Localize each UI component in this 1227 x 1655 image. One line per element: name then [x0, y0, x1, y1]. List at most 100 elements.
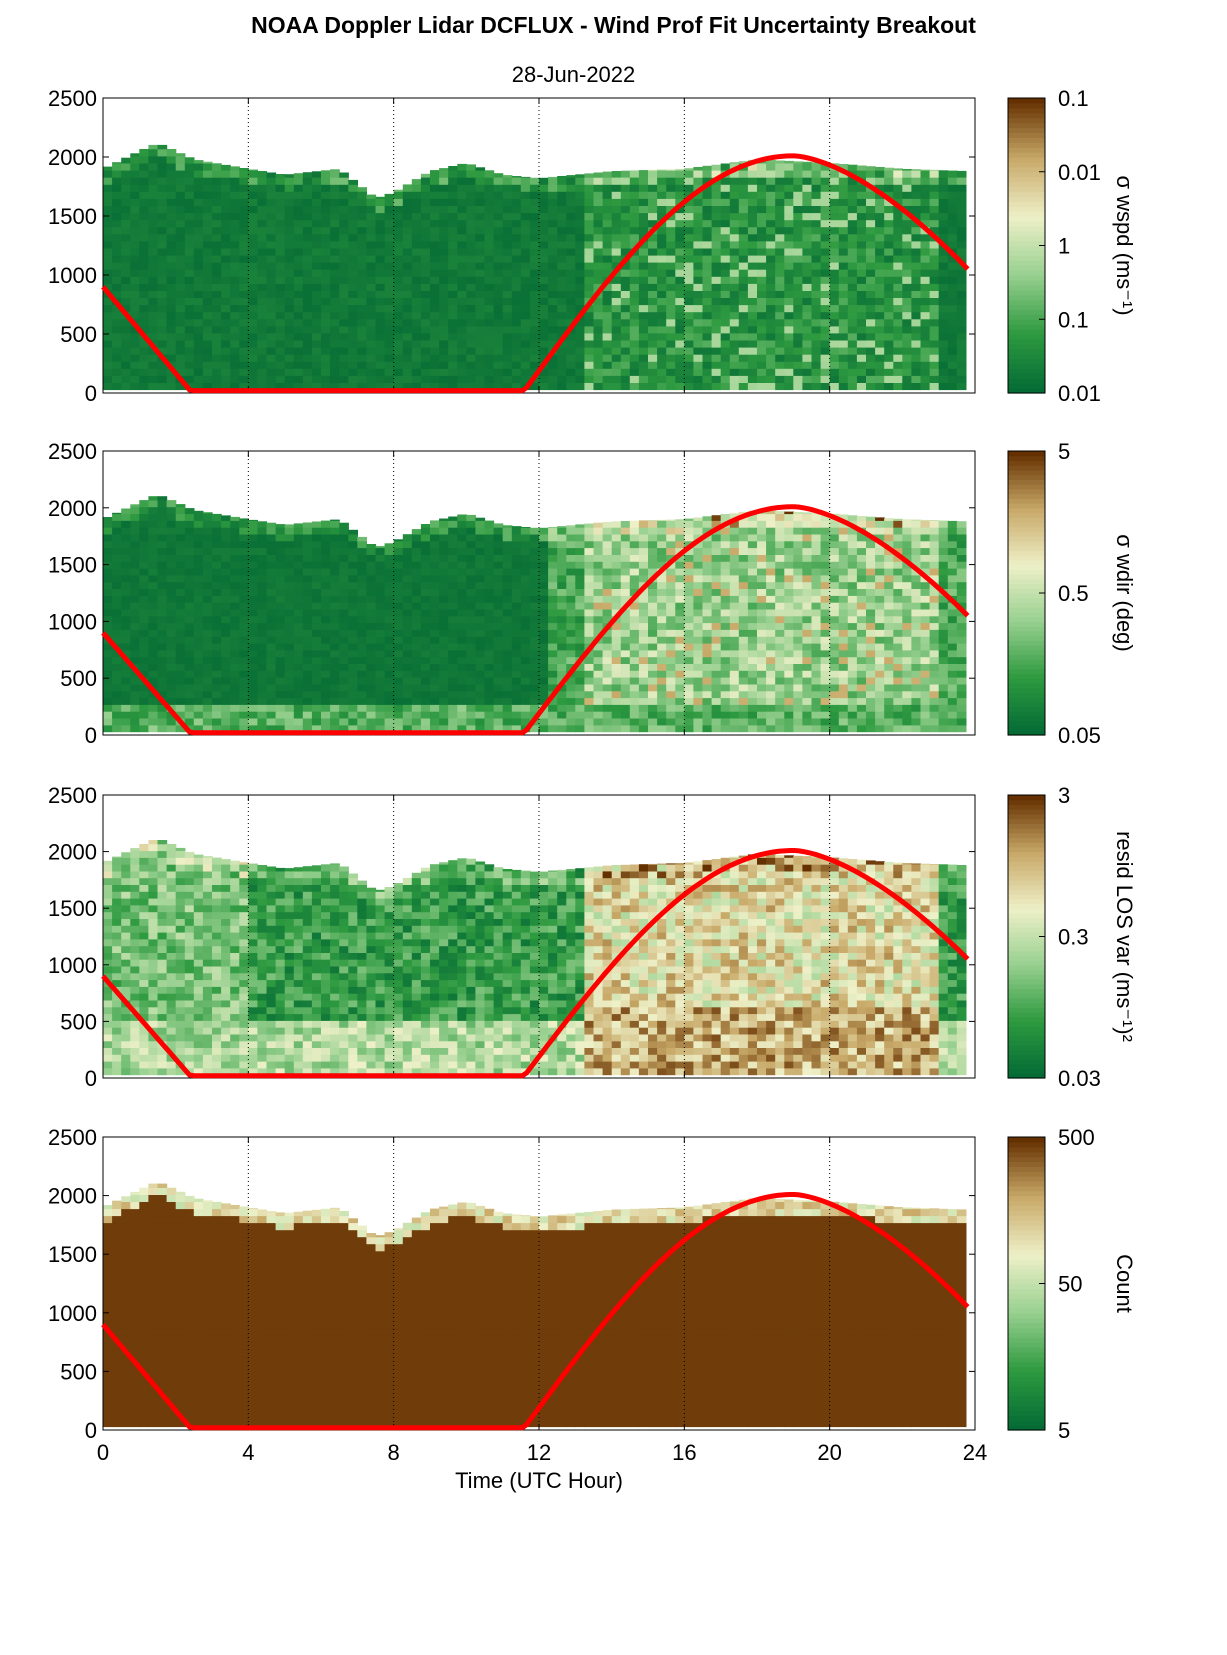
heatmap-cell: [139, 670, 149, 678]
heatmap-cell: [311, 276, 322, 284]
heatmap-cell: [411, 276, 422, 284]
heatmap-cell: [175, 547, 186, 555]
heatmap-cell: [947, 332, 958, 341]
heatmap-cell: [275, 602, 286, 610]
heatmap-cell: [593, 339, 604, 348]
heatmap-cell: [448, 233, 458, 242]
heatmap-cell: [475, 269, 486, 277]
heatmap-cell: [148, 595, 159, 603]
heatmap-cell: [393, 690, 404, 699]
heatmap-cell: [675, 205, 685, 214]
heatmap-cell: [938, 262, 949, 270]
heatmap-cell: [402, 636, 413, 644]
heatmap-cell: [248, 622, 258, 630]
heatmap-cell: [457, 212, 467, 221]
heatmap-cell: [393, 269, 404, 277]
heatmap-cell: [666, 240, 676, 249]
heatmap-cell: [103, 347, 113, 355]
heatmap-cell: [330, 608, 340, 617]
heatmap-cell: [375, 233, 386, 242]
heatmap-cell: [629, 520, 640, 528]
heatmap-cell: [448, 368, 458, 376]
heatmap-cell: [193, 724, 204, 733]
heatmap-cell: [711, 247, 722, 256]
heatmap-cell: [439, 561, 449, 569]
heatmap-cell: [920, 354, 931, 362]
heatmap-cell: [166, 205, 177, 214]
heatmap-cell: [275, 339, 286, 348]
heatmap-cell: [911, 240, 922, 249]
heatmap-cell: [166, 718, 177, 726]
heatmap-cell: [166, 354, 177, 362]
heatmap-cell: [339, 276, 349, 284]
heatmap-cell: [266, 318, 277, 327]
heatmap-cell: [838, 233, 849, 242]
heatmap-cell: [275, 670, 286, 678]
heatmap-cell: [311, 375, 322, 383]
heatmap-cell: [929, 226, 940, 235]
heatmap-cell: [112, 177, 122, 185]
heatmap-cell: [275, 622, 286, 630]
heatmap-cell: [893, 219, 903, 228]
heatmap-cell: [593, 240, 604, 249]
heatmap-cell: [502, 290, 513, 298]
heatmap-cell: [802, 347, 813, 355]
heatmap-cell: [121, 615, 131, 624]
heatmap-cell: [529, 212, 540, 221]
heatmap-cell: [548, 205, 558, 214]
heatmap-cell: [666, 290, 676, 298]
heatmap-cell: [357, 540, 367, 549]
heatmap-cell: [430, 568, 440, 576]
heatmap-cell: [493, 711, 504, 719]
heatmap-cell: [720, 205, 731, 214]
heatmap-cell: [248, 304, 258, 313]
heatmap-cell: [802, 198, 813, 206]
heatmap-cell: [593, 212, 604, 221]
heatmap-cell: [184, 527, 195, 535]
heatmap-cell: [393, 670, 404, 678]
heatmap-cell: [475, 677, 486, 685]
heatmap-cell: [838, 240, 849, 249]
heatmap-cell: [121, 724, 131, 733]
heatmap-cell: [212, 382, 222, 391]
heatmap-cell: [330, 574, 340, 583]
heatmap-cell: [439, 269, 449, 277]
heatmap-cell: [584, 595, 595, 603]
heatmap-cell: [902, 361, 912, 369]
heatmap-cell: [330, 663, 340, 671]
heatmap-cell: [956, 170, 967, 178]
heatmap-cell: [693, 198, 704, 206]
heatmap-cell: [430, 677, 440, 685]
heatmap-cell: [557, 219, 567, 228]
heatmap-cell: [166, 615, 177, 624]
heatmap-cell: [684, 347, 694, 355]
heatmap-cell: [557, 649, 567, 658]
heatmap-cell: [230, 690, 240, 699]
heatmap-cell: [666, 233, 676, 242]
heatmap-cell: [838, 283, 849, 291]
heatmap-cell: [702, 368, 713, 376]
heatmap-cell: [511, 176, 522, 178]
heatmap-cell: [557, 262, 567, 270]
heatmap-cell: [148, 226, 159, 235]
heatmap-cell: [775, 347, 785, 355]
heatmap-cell: [175, 554, 186, 562]
heatmap-cell: [420, 663, 431, 671]
heatmap-cell: [856, 325, 867, 334]
heatmap-cell: [148, 690, 159, 699]
heatmap-cell: [366, 636, 377, 644]
heatmap-cell: [766, 184, 776, 192]
heatmap-cell: [239, 233, 249, 242]
heatmap-cell: [202, 670, 213, 678]
heatmap-cell: [548, 304, 558, 313]
heatmap-cell: [184, 690, 195, 699]
heatmap-cell: [139, 226, 149, 235]
heatmap-cell: [103, 191, 113, 199]
heatmap-cell: [693, 318, 704, 327]
heatmap-cell: [112, 283, 122, 291]
heatmap-cell: [793, 269, 803, 277]
heatmap-cell: [357, 711, 367, 719]
heatmap-cell: [920, 382, 931, 391]
heatmap-cell: [166, 162, 177, 171]
heatmap-cell: [157, 205, 168, 214]
